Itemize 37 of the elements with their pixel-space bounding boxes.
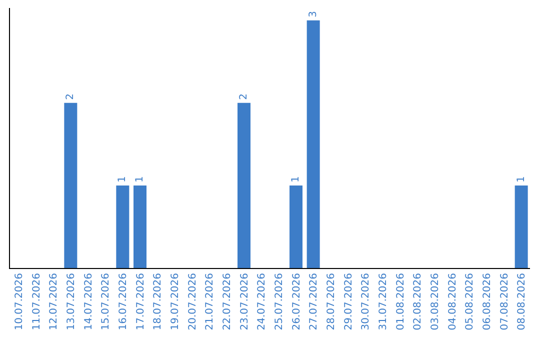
x-tick-label: 06.08.2026	[482, 273, 493, 330]
data-label: 2	[65, 94, 76, 100]
x-tick-label: 25.07.2026	[274, 273, 285, 330]
x-tick-label: 03.08.2026	[430, 273, 441, 330]
data-label: 1	[134, 176, 146, 182]
x-tick-label: 15.07.2026	[100, 273, 112, 330]
data-label: 3	[308, 11, 319, 18]
x-tick-label: 11.07.2026	[31, 273, 42, 330]
x-tick-label: 29.07.2026	[343, 273, 354, 330]
data-label: 1	[117, 176, 128, 182]
data-label: 2	[238, 94, 250, 100]
x-tick-label: 28.07.2026	[326, 273, 337, 330]
x-tick-label: 19.07.2026	[170, 273, 181, 330]
x-tick-label: 12.07.2026	[48, 273, 60, 330]
x-tick-label: 24.07.2026	[256, 273, 268, 330]
x-tick-label: 30.07.2026	[360, 273, 372, 330]
x-tick-label: 23.07.2026	[239, 273, 250, 330]
x-tick-label: 07.08.2026	[499, 273, 510, 330]
x-tick-label: 08.08.2026	[516, 273, 528, 330]
x-tick-label: 05.08.2026	[464, 273, 476, 330]
x-tick-label: 18.07.2026	[152, 273, 164, 330]
x-tick-label: 10.07.2026	[14, 273, 25, 330]
x-tick-label: 02.08.2026	[412, 273, 424, 330]
x-tick-label: 17.07.2026	[135, 273, 146, 330]
data-label: 1	[516, 176, 527, 182]
data-label: 1	[290, 176, 302, 182]
x-tick-label: 21.07.2026	[204, 273, 216, 330]
x-tick-label: 20.07.2026	[187, 273, 198, 330]
x-tick-label: 13.07.2026	[66, 273, 77, 330]
x-tick-label: 26.07.2026	[291, 273, 302, 330]
x-tick-label: 31.07.2026	[378, 273, 389, 330]
x-tick-label: 22.07.2026	[222, 273, 233, 330]
x-tick-label: 27.07.2026	[308, 273, 320, 330]
x-tick-label: 01.08.2026	[395, 273, 406, 330]
x-tick-label: 04.08.2026	[447, 273, 458, 330]
x-tick-label: 16.07.2026	[118, 273, 129, 330]
x-tick-label: 14.07.2026	[83, 273, 94, 330]
